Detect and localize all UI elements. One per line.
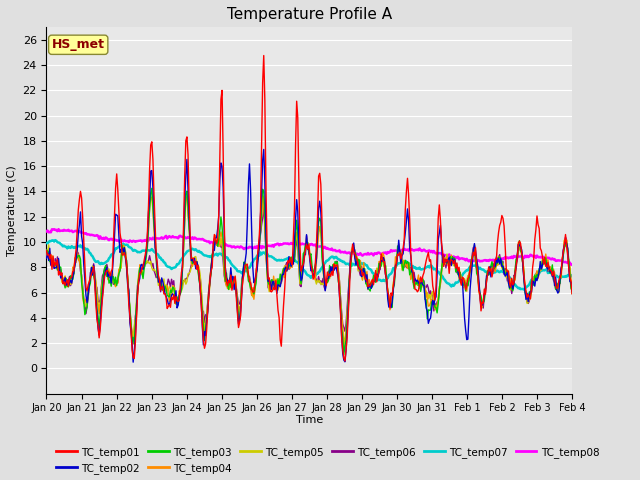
Text: HS_met: HS_met (52, 38, 105, 51)
Legend: TC_temp01, TC_temp02, TC_temp03, TC_temp04, TC_temp05, TC_temp06, TC_temp07, TC_: TC_temp01, TC_temp02, TC_temp03, TC_temp… (52, 443, 604, 478)
Title: Temperature Profile A: Temperature Profile A (227, 7, 392, 22)
Y-axis label: Temperature (C): Temperature (C) (7, 165, 17, 256)
X-axis label: Time: Time (296, 415, 323, 425)
